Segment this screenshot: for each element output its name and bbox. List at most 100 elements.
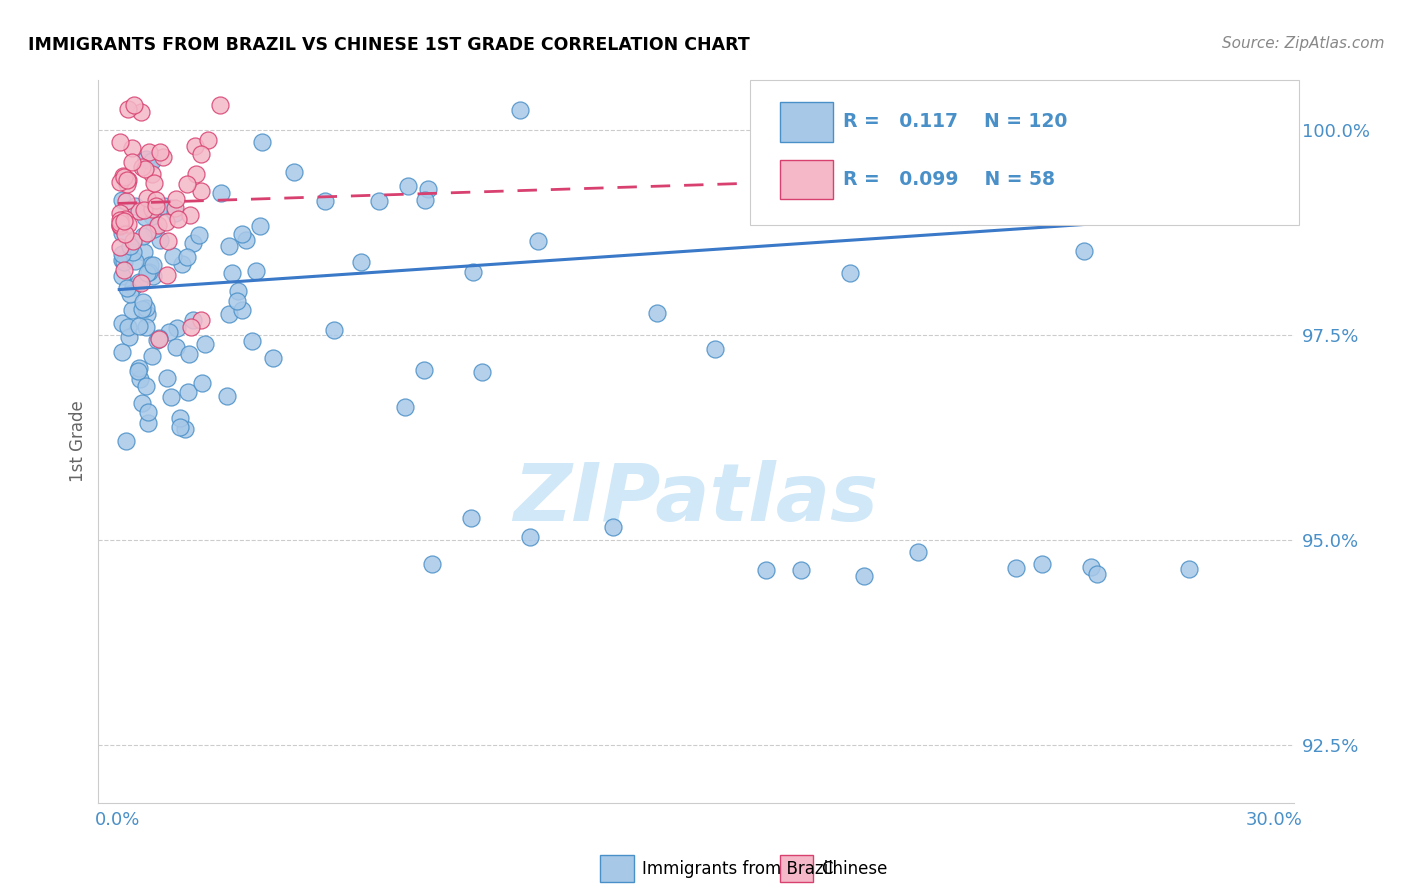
Point — [122, 280, 145, 294]
Point — [166, 320, 188, 334]
Point — [110, 247, 132, 261]
Point — [907, 545, 929, 559]
Point — [112, 262, 135, 277]
Point — [169, 411, 191, 425]
Point — [122, 98, 145, 112]
Point — [174, 422, 197, 436]
Point — [121, 244, 143, 259]
Point — [114, 211, 136, 226]
Point — [420, 557, 443, 571]
Point — [221, 266, 243, 280]
Point — [177, 347, 200, 361]
Point — [418, 182, 440, 196]
Point — [190, 147, 212, 161]
Point — [413, 193, 436, 207]
Text: IMMIGRANTS FROM BRAZIL VS CHINESE 1ST GRADE CORRELATION CHART: IMMIGRANTS FROM BRAZIL VS CHINESE 1ST GR… — [28, 36, 749, 54]
Point — [755, 563, 778, 577]
Point — [114, 434, 136, 448]
Point — [166, 339, 188, 353]
Point — [138, 145, 160, 159]
Point — [250, 136, 273, 150]
Bar — [780, 160, 834, 200]
Text: R =   0.117    N = 120: R = 0.117 N = 120 — [844, 112, 1067, 131]
Point — [111, 193, 134, 207]
Point — [139, 258, 162, 272]
Point — [142, 176, 165, 190]
Point — [117, 102, 139, 116]
Point — [1031, 558, 1053, 572]
Point — [132, 295, 155, 310]
Point — [129, 276, 152, 290]
Point — [177, 384, 200, 399]
Point — [413, 363, 436, 377]
Point — [149, 233, 172, 247]
Point — [156, 371, 179, 385]
Point — [262, 351, 284, 366]
Point — [136, 267, 159, 281]
Point — [190, 184, 212, 198]
Point — [184, 138, 207, 153]
Point — [112, 214, 135, 228]
Point — [152, 150, 174, 164]
Point — [132, 202, 155, 217]
Point — [117, 217, 139, 231]
Point — [218, 239, 240, 253]
Point — [645, 306, 668, 320]
Bar — [780, 102, 834, 142]
Point — [157, 234, 180, 248]
Point — [249, 219, 271, 233]
Bar — [779, 855, 813, 882]
Point — [1073, 244, 1095, 259]
Text: ZIPatlas: ZIPatlas — [513, 460, 879, 539]
Point — [117, 172, 139, 186]
Point — [145, 199, 167, 213]
Point — [184, 167, 207, 181]
Point — [169, 419, 191, 434]
Point — [761, 180, 783, 194]
Point — [110, 253, 132, 268]
Point — [115, 194, 138, 208]
Point — [118, 330, 141, 344]
Point — [146, 333, 169, 347]
Point — [460, 511, 482, 525]
Point — [131, 301, 153, 316]
Point — [350, 255, 373, 269]
Point — [245, 263, 267, 277]
Point — [120, 238, 142, 252]
FancyBboxPatch shape — [749, 80, 1299, 225]
Point — [115, 178, 138, 192]
Point — [134, 244, 156, 259]
Point — [131, 396, 153, 410]
Point — [153, 199, 176, 213]
Point — [187, 227, 209, 242]
Text: Chinese: Chinese — [821, 860, 887, 878]
Point — [602, 520, 624, 534]
Point — [115, 281, 138, 295]
Point — [149, 145, 172, 160]
Point — [135, 301, 157, 315]
Point — [112, 255, 135, 269]
Point — [461, 265, 484, 279]
Point — [527, 234, 550, 248]
Point — [323, 323, 346, 337]
Point — [108, 212, 131, 227]
Point — [108, 218, 131, 232]
Point — [314, 194, 336, 208]
Point — [181, 313, 204, 327]
Point — [135, 378, 157, 392]
Point — [124, 253, 146, 268]
Point — [900, 207, 922, 221]
Point — [231, 303, 253, 318]
Point — [235, 233, 257, 247]
Point — [114, 227, 136, 241]
Point — [519, 530, 541, 544]
Point — [108, 216, 131, 230]
Point — [135, 308, 157, 322]
Point — [218, 307, 240, 321]
Point — [197, 133, 219, 147]
Point — [117, 320, 139, 334]
Point — [141, 153, 163, 168]
Point — [135, 226, 157, 240]
Point — [135, 152, 157, 166]
Point — [141, 349, 163, 363]
